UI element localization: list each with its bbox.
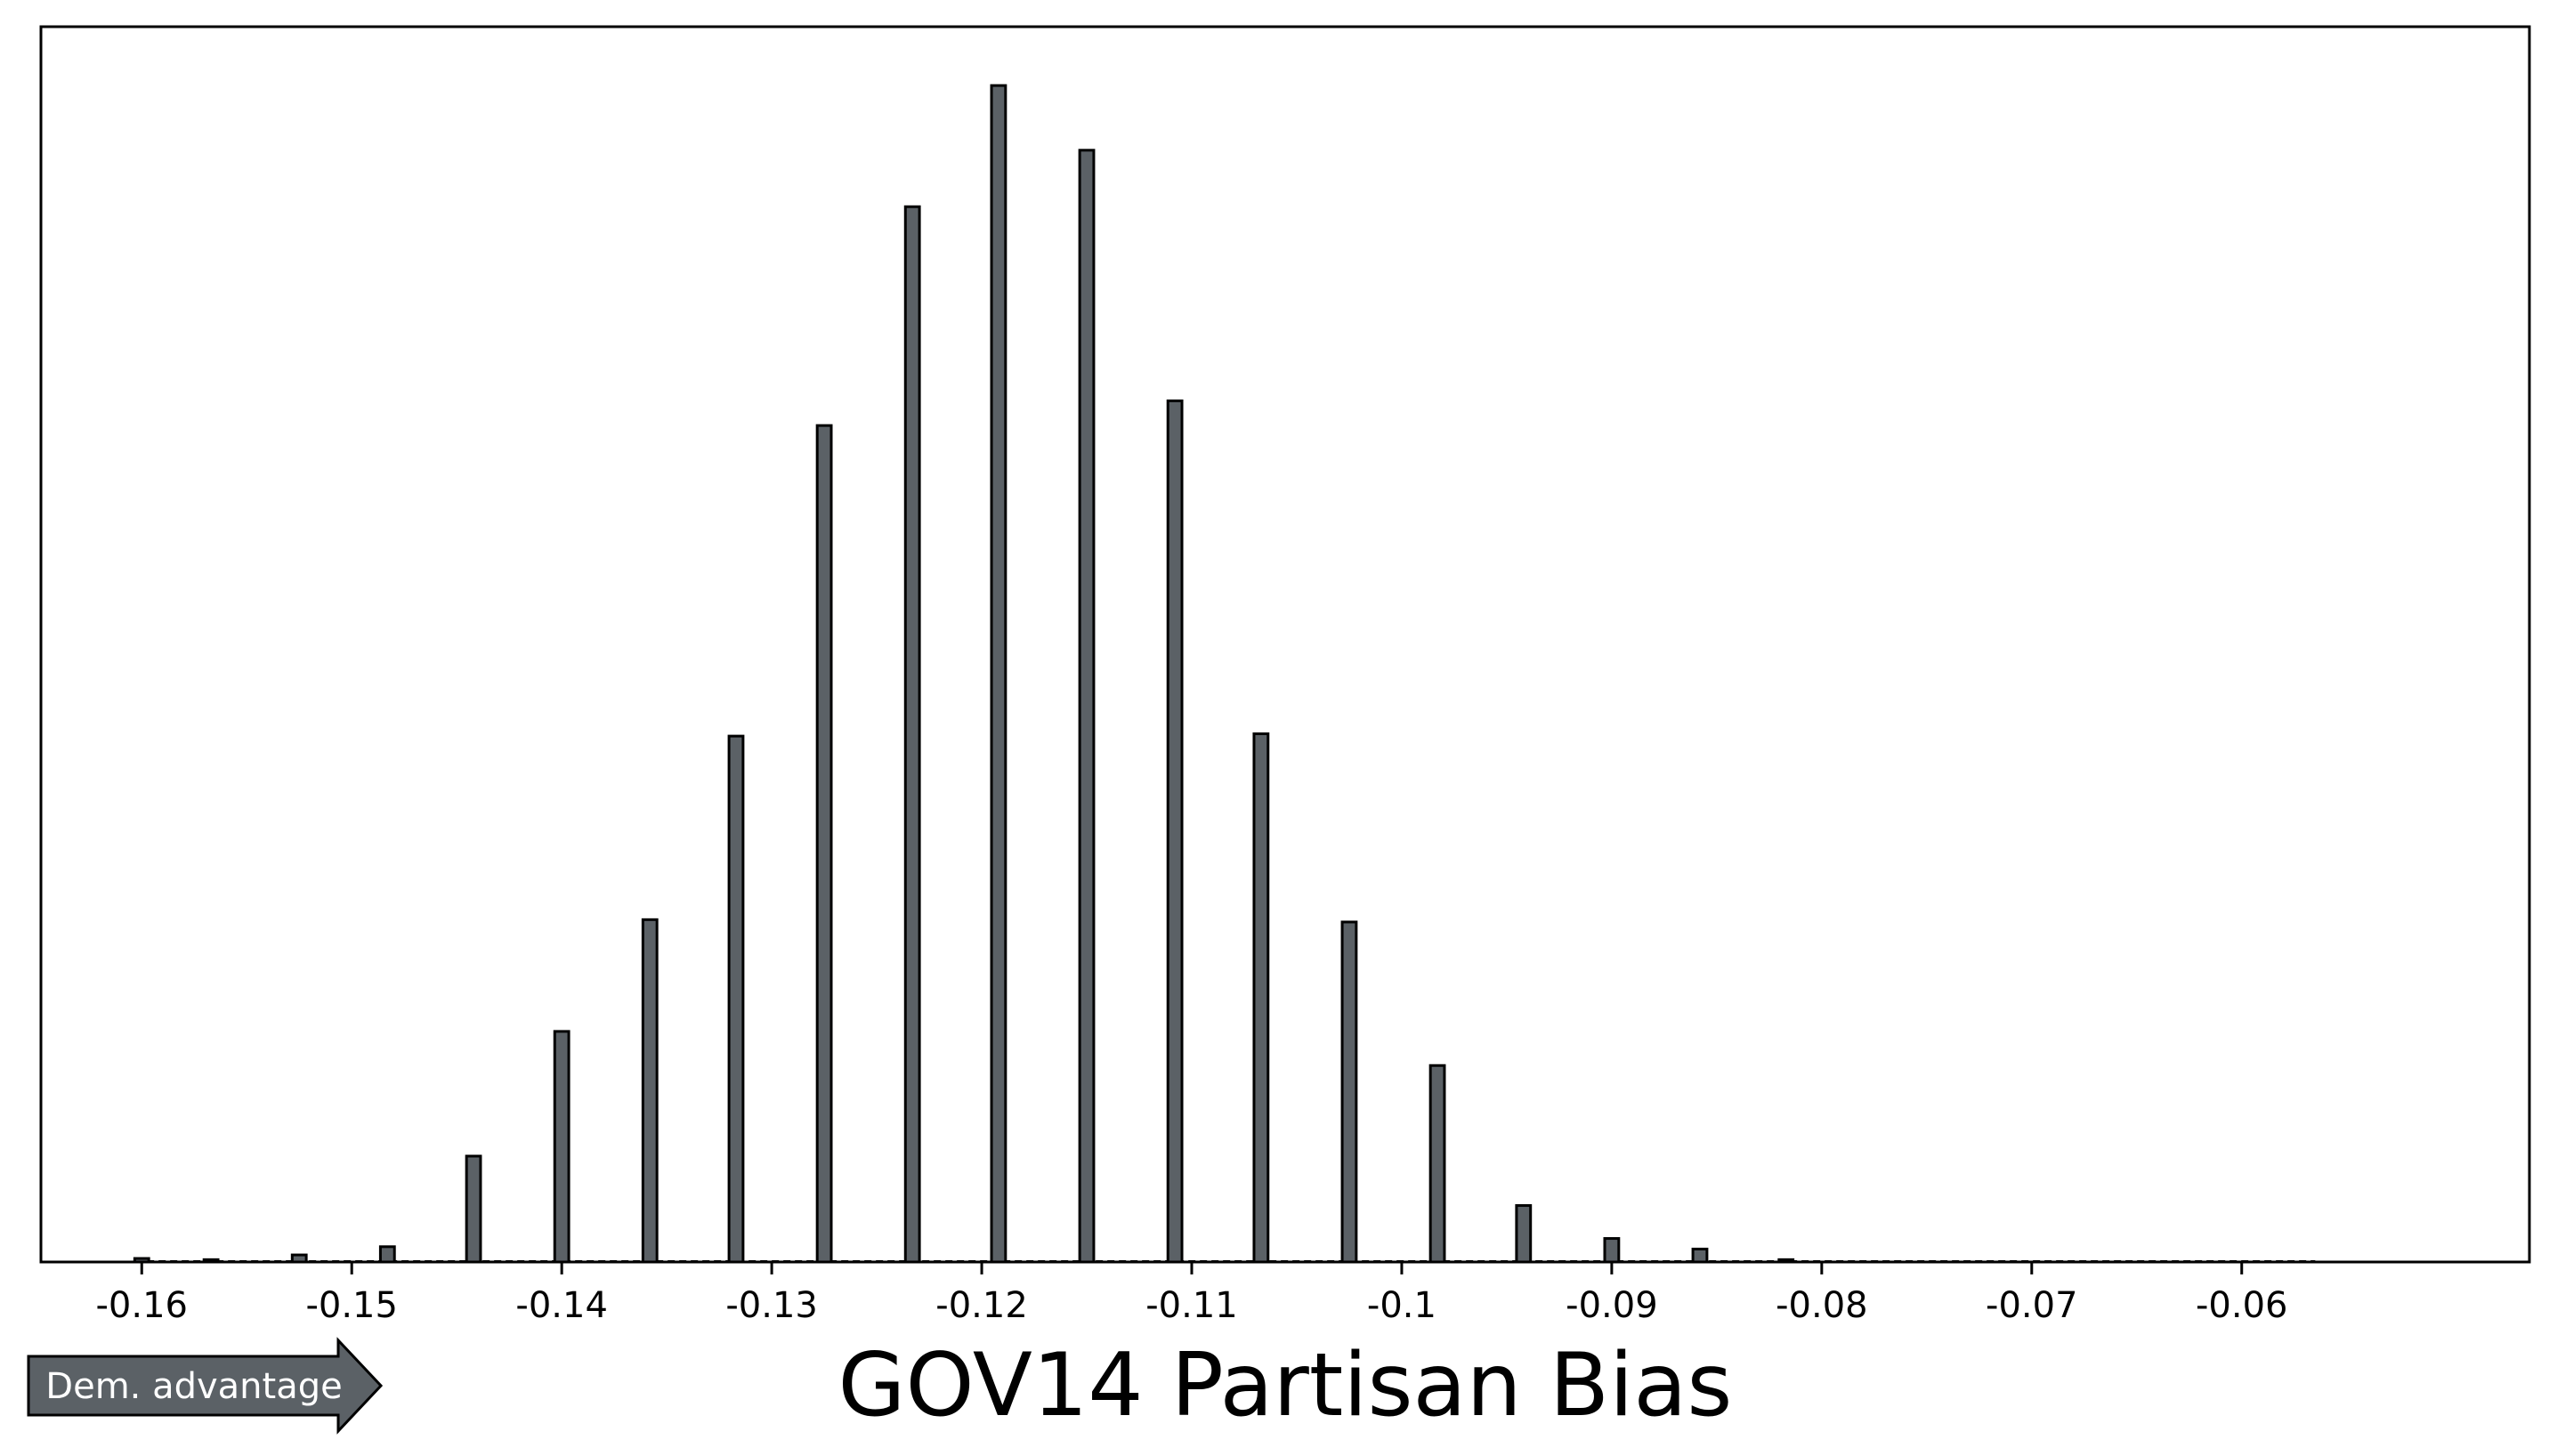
x-tick-label: -0.11 xyxy=(1145,1285,1238,1326)
histogram-bar xyxy=(1428,1064,1446,1264)
histogram-bar xyxy=(1515,1204,1533,1264)
histogram-bar xyxy=(465,1154,482,1264)
x-tick-label: -0.07 xyxy=(1986,1285,2078,1326)
x-tick-label: -0.08 xyxy=(1776,1285,1868,1326)
histogram-bar xyxy=(1252,732,1270,1264)
histogram-bar xyxy=(815,424,833,1264)
histogram-bar xyxy=(1691,1247,1709,1264)
histogram-bar xyxy=(378,1245,396,1264)
dem-advantage-arrow: Dem. advantage xyxy=(27,1337,384,1435)
histogram-bar xyxy=(641,918,659,1264)
right-arrow-icon xyxy=(27,1337,384,1435)
x-axis-label: GOV14 Partisan Bias xyxy=(838,1335,1733,1436)
x-tick-label: -0.14 xyxy=(515,1285,608,1326)
histogram-bar xyxy=(903,205,921,1264)
histogram-bar xyxy=(990,84,1007,1264)
plot-frame xyxy=(39,25,2531,1264)
x-tick-label: -0.06 xyxy=(2196,1285,2288,1326)
x-tick-label: -0.13 xyxy=(725,1285,818,1326)
dem-advantage-label: Dem. advantage xyxy=(45,1366,342,1407)
x-tick-label: -0.12 xyxy=(935,1285,1028,1326)
histogram-bar xyxy=(1078,149,1096,1264)
histogram-bar xyxy=(1166,399,1184,1264)
histogram-bar xyxy=(1603,1237,1621,1264)
x-tick-label: -0.1 xyxy=(1367,1285,1436,1326)
x-tick-label: -0.15 xyxy=(305,1285,398,1326)
histogram-bar xyxy=(553,1030,570,1264)
x-tick-label: -0.09 xyxy=(1566,1285,1658,1326)
x-tick-label: -0.16 xyxy=(96,1285,189,1326)
histogram-bar xyxy=(1340,920,1358,1264)
histogram-bar xyxy=(727,734,745,1264)
bars-group xyxy=(133,84,1795,1264)
ticks-group: -0.16 -0.15 -0.14 -0.13 -0.12 -0.11 -0.1 -0.09 -… xyxy=(96,1262,2288,1326)
